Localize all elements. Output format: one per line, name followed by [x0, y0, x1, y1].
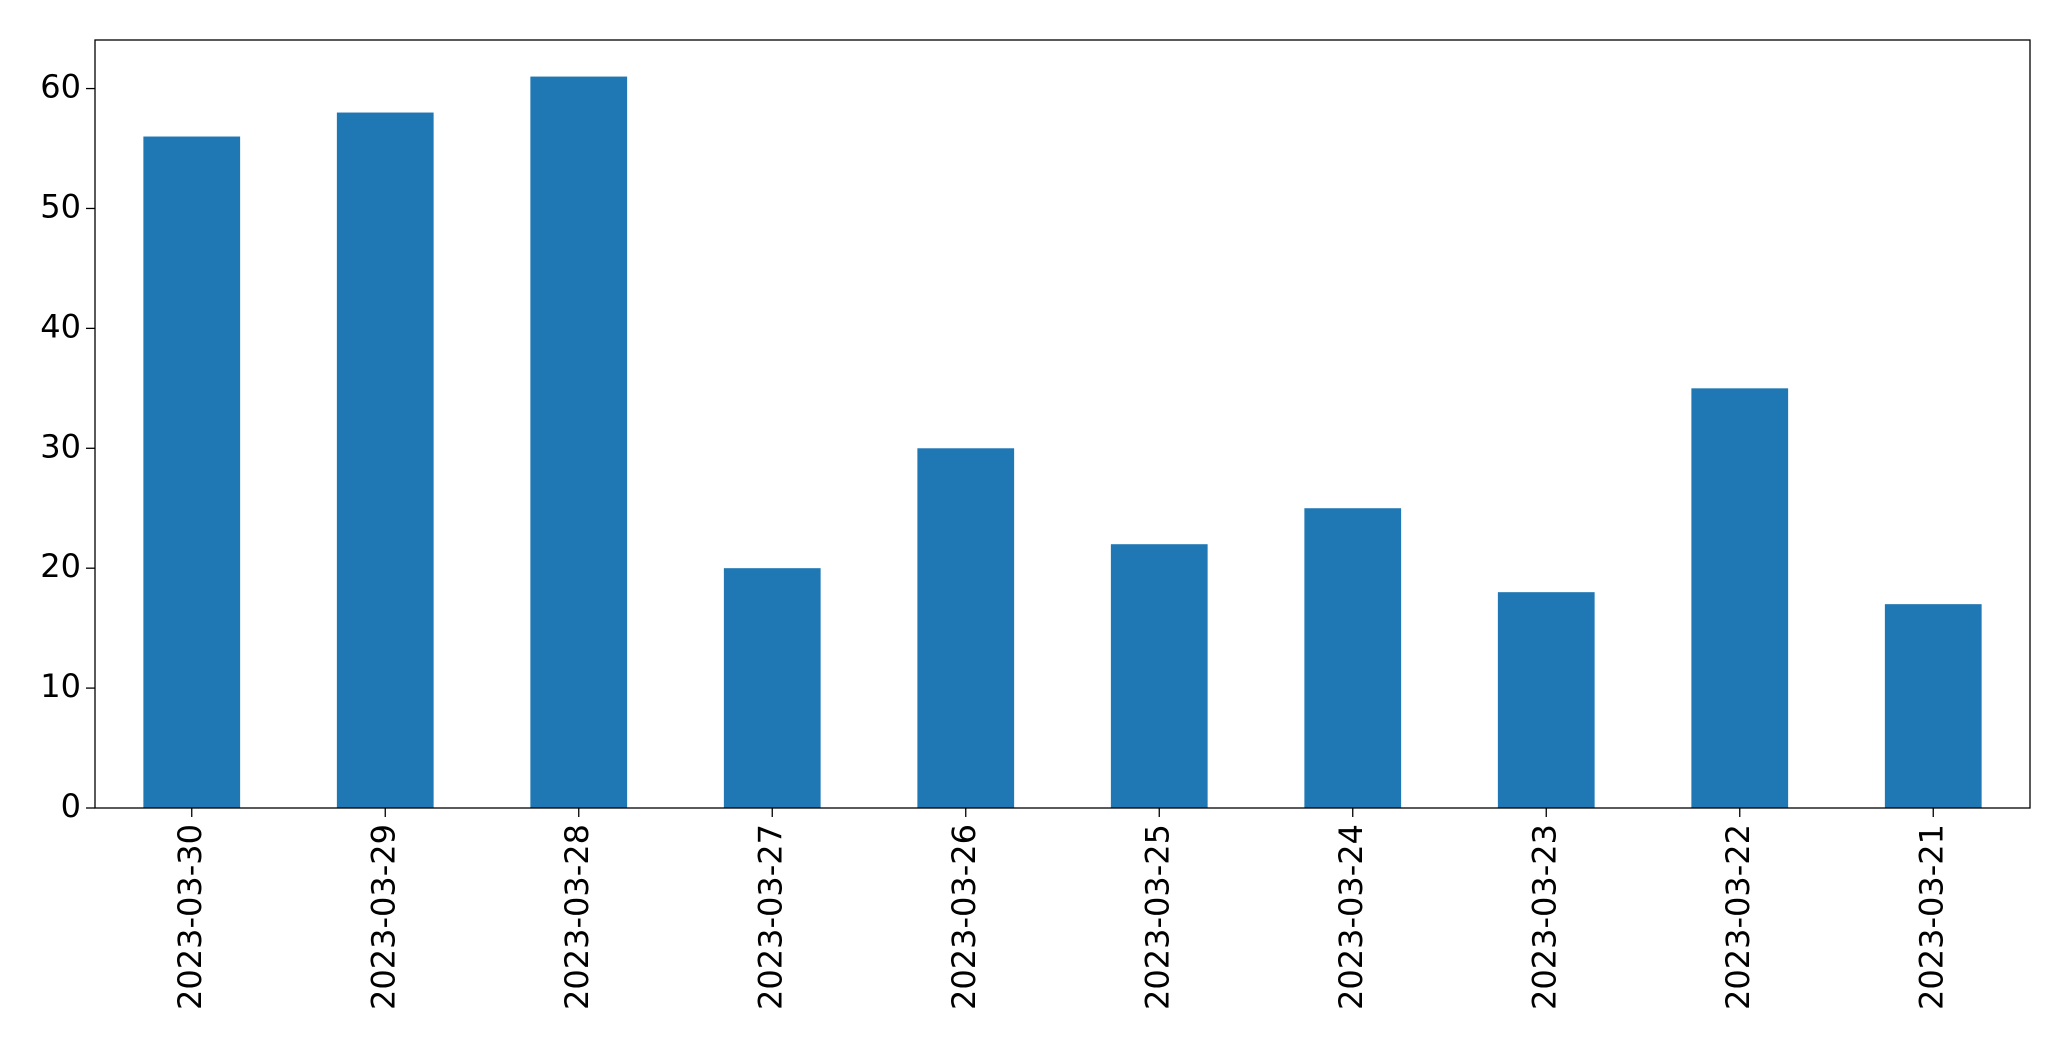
x-tick-label: 2023-03-27 [751, 824, 789, 1010]
x-tick-label: 2023-03-21 [1912, 824, 1950, 1010]
x-tick-label: 2023-03-22 [1719, 824, 1757, 1010]
x-tick-label: 2023-03-28 [558, 824, 596, 1010]
y-tick-label: 30 [40, 427, 81, 465]
x-tick-label: 2023-03-30 [171, 824, 209, 1010]
y-tick-label: 20 [40, 547, 81, 585]
bar [1110, 544, 1208, 808]
bar [1497, 592, 1595, 808]
y-tick-label: 0 [61, 787, 81, 825]
y-tick-label: 50 [40, 187, 81, 225]
bar [917, 448, 1015, 808]
plot-frame [94, 39, 2031, 809]
bar [1884, 604, 1982, 808]
bar [336, 112, 434, 808]
bar [1691, 388, 1789, 808]
x-tick-label: 2023-03-24 [1332, 824, 1370, 1010]
x-tick-label: 2023-03-29 [364, 824, 402, 1010]
y-tick-label: 40 [40, 307, 81, 345]
y-tick-label: 10 [40, 667, 81, 705]
bar [530, 76, 628, 809]
x-tick-label: 2023-03-23 [1525, 824, 1563, 1010]
bar [143, 136, 241, 808]
y-tick-label: 60 [40, 68, 81, 106]
bar [723, 568, 821, 808]
x-tick-label: 2023-03-26 [945, 824, 983, 1010]
bar [1304, 508, 1402, 808]
x-tick-label: 2023-03-25 [1138, 824, 1176, 1010]
